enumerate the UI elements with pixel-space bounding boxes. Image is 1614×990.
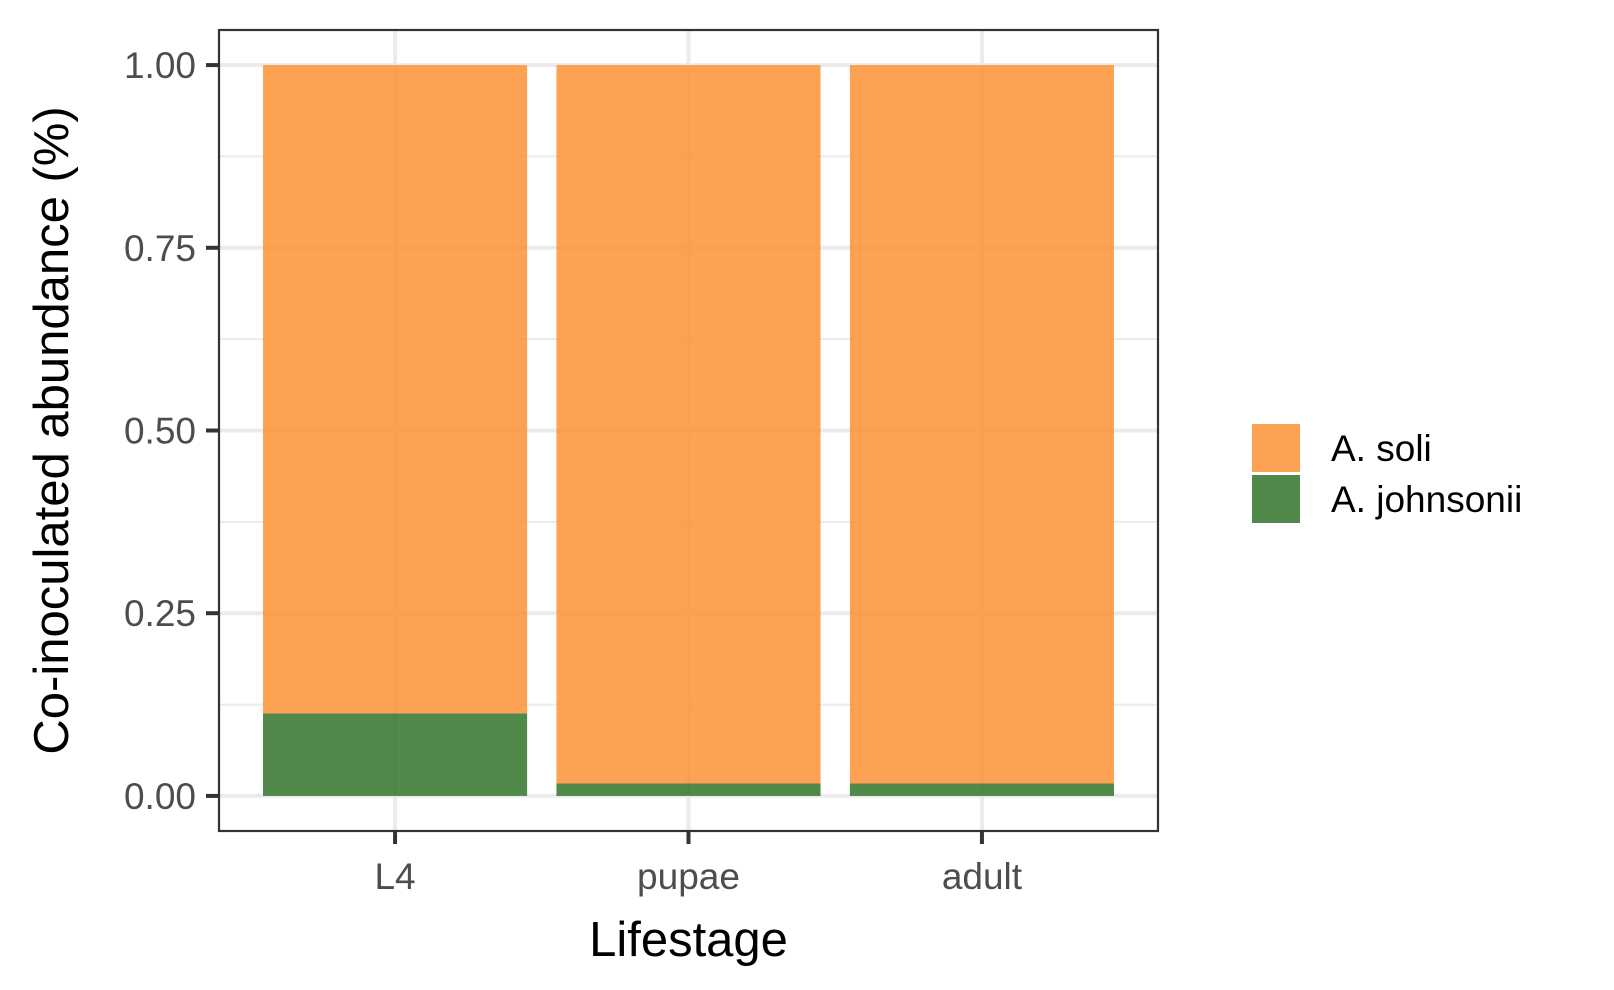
legend: A. soli A. johnsonii [1252,424,1522,523]
legend-label-a-johnsonii: A. johnsonii [1331,479,1522,520]
bars [263,65,1114,796]
legend-label-a-soli: A. soli [1331,428,1432,469]
bar-segment-pupae-a-soli [556,65,821,784]
y-tick-label: 0.00 [124,776,196,817]
y-axis-title: Co-inoculated abundance (%) [25,106,79,754]
bar-segment-L4-a-soli [263,65,528,714]
x-tick-label: adult [942,856,1023,897]
bar-segment-adult-a-johnsonii [849,783,1114,796]
bar-segment-adult-a-soli [849,65,1114,784]
x-tick-label: L4 [374,856,415,897]
y-tick-label: 1.00 [124,45,196,86]
legend-key-a-johnsonii [1252,475,1300,523]
y-tick-label: 0.50 [124,411,196,452]
bar-segment-L4-a-johnsonii [263,713,528,796]
y-tick-label: 0.25 [124,593,196,634]
bar-segment-pupae-a-johnsonii [556,783,821,796]
legend-key-a-soli [1252,424,1300,472]
y-tick-label: 0.75 [124,228,196,269]
axes: 0.00 0.25 0.50 0.75 1.00 L4 pupae adult [124,28,1160,897]
x-tick-label: pupae [637,856,740,897]
x-axis-title: Lifestage [589,913,788,967]
